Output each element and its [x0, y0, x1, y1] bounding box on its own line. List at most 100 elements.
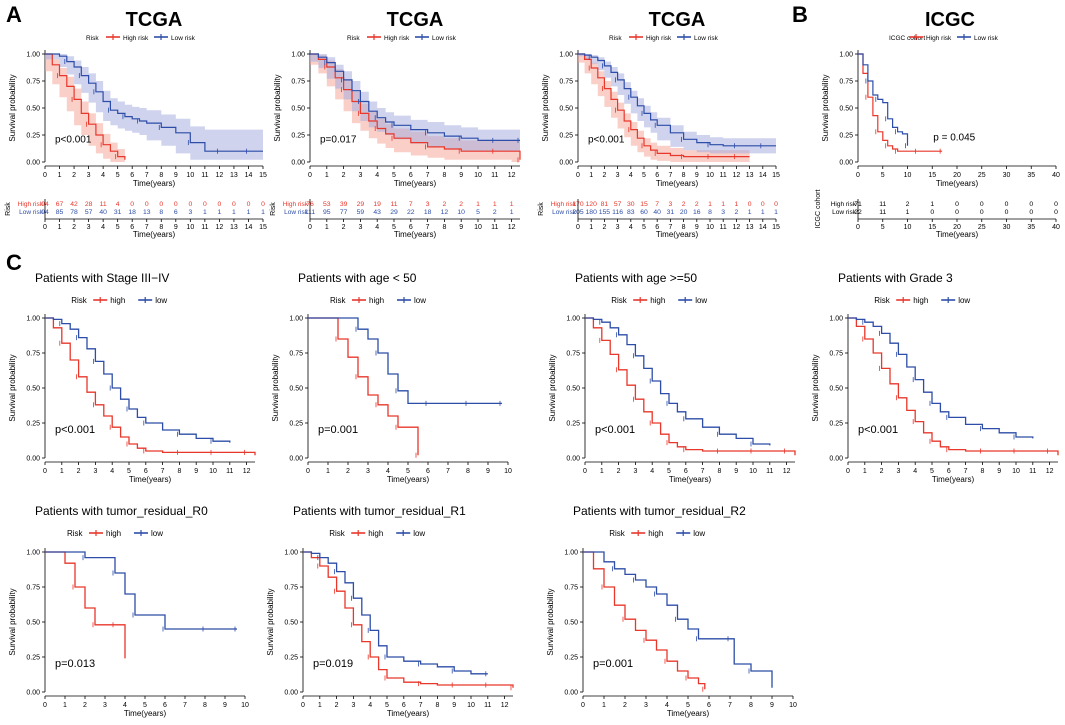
x-tick-label: 15	[928, 172, 936, 179]
x-tick-label: 25	[978, 172, 986, 179]
table-x-tick-label: 11	[201, 224, 208, 231]
y-tick-label: 0.00	[289, 456, 303, 463]
risk-count: 2	[735, 209, 739, 216]
x-tick-label: 13	[746, 172, 754, 179]
x-tick-label: 7	[183, 702, 187, 709]
x-tick-label: 1	[58, 172, 62, 179]
x-axis-label: Time(years)	[129, 475, 172, 484]
x-tick-label: 4	[629, 172, 633, 179]
y-tick-label: 0.50	[289, 386, 303, 393]
table-x-tick-label: 13	[746, 224, 754, 231]
risk-count: 0	[232, 201, 236, 208]
x-tick-label: 20	[953, 172, 961, 179]
y-tick-label: 0.50	[839, 106, 853, 113]
axes: 0.00 0.25 0.50 0.75 1.00 0 1 2 3 4 5 6 7 8 9 10 Time(yea…	[8, 548, 249, 718]
legend: Risk high low	[67, 529, 163, 538]
x-tick-label: 3	[103, 702, 107, 709]
table-x-tick-label: 4	[375, 224, 379, 231]
risk-count: 1	[748, 209, 752, 216]
legend-label-0: high	[106, 529, 121, 538]
y-axis-label: Survival probability	[546, 588, 555, 655]
table-x-tick-label: 10	[706, 224, 714, 231]
table-x-label: Time(years)	[394, 230, 437, 239]
x-tick-label: 4	[101, 172, 105, 179]
x-tick-label: 9	[459, 172, 463, 179]
y-tick-label: 0.25	[289, 421, 303, 428]
x-tick-label: 9	[997, 468, 1001, 475]
risk-row-label: High risk	[283, 201, 309, 208]
x-tick-label: 7	[728, 702, 732, 709]
x-tick-label: 14	[245, 172, 253, 179]
survival-curve-low	[45, 317, 231, 443]
x-tick-label: 9	[194, 468, 198, 475]
y-tick-label: 1.00	[839, 52, 853, 59]
x-tick-label: 8	[717, 468, 721, 475]
table-x-tick-label: 9	[459, 224, 463, 231]
table-x-tick-label: 13	[230, 224, 238, 231]
risk-count: 0	[1005, 209, 1009, 216]
y-tick-label: 0.75	[829, 351, 843, 358]
x-tick-label: 0	[43, 702, 47, 709]
survival-curve-low	[45, 53, 263, 152]
risk-count: 0	[218, 201, 222, 208]
x-tick-label: 2	[623, 702, 627, 709]
km-plot-c5: Patients with tumor_residual_R0 Risk high l…	[8, 504, 249, 718]
x-tick-label: 7	[419, 702, 423, 709]
panel-label-c: C	[6, 250, 22, 275]
y-tick-label: 0.50	[26, 106, 40, 113]
p-value: p<0.001	[595, 424, 635, 436]
km-plot-c7: Patients with tumor_residual_R2 Risk high l…	[546, 504, 797, 718]
legend-label-0: high	[913, 296, 928, 305]
risk-count: 0	[955, 201, 959, 208]
y-tick-label: 0.00	[26, 160, 40, 167]
y-tick-label: 0.50	[564, 620, 578, 627]
table-x-tick-label: 12	[508, 224, 516, 231]
axes: 0.000.250.500.751.000 1 2 3 4 5 6 7 8 9 10 11 12 13 14…	[8, 50, 267, 188]
x-tick-label: 11	[484, 702, 491, 709]
x-tick-label: 3	[633, 468, 637, 475]
y-tick-label: 0.00	[829, 456, 843, 463]
risk-count: 3	[721, 209, 725, 216]
risk-row-label: High risk	[831, 201, 857, 208]
legend: Risk high low	[329, 529, 425, 538]
x-tick-label: 7	[446, 468, 450, 475]
table-x-tick-label: 30	[1003, 224, 1011, 231]
x-axis-label: Time(years)	[133, 179, 176, 188]
risk-count: 2	[493, 209, 497, 216]
risk-count: 2	[459, 201, 463, 208]
x-tick-label: 2	[83, 702, 87, 709]
x-axis-label: Time(years)	[394, 179, 437, 188]
p-value: p<0.001	[55, 424, 95, 436]
risk-count: 5	[476, 209, 480, 216]
x-tick-label: 4	[123, 702, 127, 709]
risk-count: 30	[627, 201, 635, 208]
risk-count: 2	[443, 201, 447, 208]
x-tick-label: 12	[783, 468, 791, 475]
axes: 0.000.250.500.751.000 1 2 3 4 5 6 7 8 9 10 11 12Time…	[548, 314, 795, 484]
risk-count: 11	[390, 201, 397, 208]
plot-title: TCGA	[649, 9, 706, 31]
y-tick-label: 1.00	[26, 550, 40, 557]
risk-count: 0	[1054, 209, 1058, 216]
x-tick-label: 2	[346, 468, 350, 475]
legend: Risk high low	[609, 529, 705, 538]
risk-count: 2	[906, 201, 910, 208]
x-tick-label: 11	[226, 468, 233, 475]
legend-title: Risk	[611, 296, 628, 305]
table-x-tick-label: 1	[589, 224, 593, 231]
x-axis-label: Time(years)	[387, 475, 430, 484]
table-x-tick-label: 12	[216, 224, 224, 231]
table-x-tick-label: 35	[1027, 224, 1035, 231]
risk-count: 1	[735, 201, 739, 208]
y-tick-label: 0.75	[564, 585, 578, 592]
x-tick-label: 5	[392, 172, 396, 179]
x-tick-label: 8	[466, 468, 470, 475]
y-axis-label: Survival probability	[266, 588, 275, 655]
risk-count: 95	[323, 209, 331, 216]
axes: 0.000.250.500.751.000 1 2 3 4 5 6 7 8 9 10 11 12Time…	[811, 314, 1058, 484]
km-plot-c6: Patients with tumor_residual_R1 Risk high l…	[266, 504, 514, 718]
x-tick-label: 0	[846, 468, 850, 475]
